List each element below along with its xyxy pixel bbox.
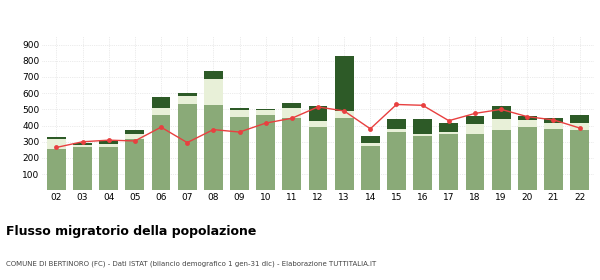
Bar: [544, 118, 563, 123]
Bar: [570, 130, 589, 190]
Bar: [413, 134, 432, 136]
Bar: [73, 145, 92, 148]
Bar: [413, 119, 432, 134]
Bar: [466, 134, 484, 190]
Bar: [308, 121, 328, 127]
Bar: [439, 132, 458, 134]
Bar: [492, 130, 511, 190]
Bar: [466, 124, 484, 134]
Bar: [47, 139, 66, 149]
Text: Flusso migratorio della popolazione: Flusso migratorio della popolazione: [6, 225, 256, 238]
Bar: [544, 123, 563, 129]
Bar: [125, 130, 144, 134]
Bar: [466, 116, 484, 124]
Bar: [335, 56, 353, 111]
Bar: [152, 97, 170, 108]
Bar: [152, 108, 170, 115]
Bar: [99, 144, 118, 147]
Bar: [204, 79, 223, 105]
Bar: [256, 109, 275, 110]
Bar: [308, 106, 328, 121]
Bar: [178, 93, 197, 96]
Bar: [125, 134, 144, 139]
Bar: [283, 103, 301, 108]
Bar: [335, 118, 353, 190]
Bar: [73, 143, 92, 145]
Bar: [361, 136, 380, 143]
Bar: [152, 115, 170, 190]
Bar: [518, 120, 537, 127]
Bar: [204, 105, 223, 190]
Bar: [125, 139, 144, 190]
Bar: [518, 116, 537, 120]
Bar: [230, 108, 249, 110]
Bar: [230, 117, 249, 190]
Bar: [492, 106, 511, 119]
Bar: [308, 127, 328, 190]
Bar: [230, 110, 249, 117]
Bar: [178, 104, 197, 190]
Bar: [73, 148, 92, 190]
Bar: [518, 127, 537, 190]
Bar: [361, 146, 380, 190]
Bar: [256, 110, 275, 115]
Bar: [47, 149, 66, 190]
Bar: [413, 136, 432, 190]
Bar: [256, 115, 275, 190]
Bar: [178, 96, 197, 104]
Bar: [544, 129, 563, 190]
Text: COMUNE DI BERTINORO (FC) - Dati ISTAT (bilancio demografico 1 gen-31 dic) - Elab: COMUNE DI BERTINORO (FC) - Dati ISTAT (b…: [6, 260, 376, 267]
Bar: [439, 123, 458, 132]
Bar: [47, 137, 66, 139]
Bar: [99, 147, 118, 190]
Bar: [387, 129, 406, 132]
Bar: [283, 108, 301, 118]
Bar: [439, 134, 458, 190]
Bar: [204, 71, 223, 79]
Bar: [283, 118, 301, 190]
Bar: [492, 119, 511, 130]
Bar: [387, 132, 406, 190]
Bar: [361, 143, 380, 146]
Bar: [99, 141, 118, 144]
Bar: [570, 115, 589, 123]
Bar: [387, 119, 406, 129]
Bar: [335, 111, 353, 118]
Bar: [570, 123, 589, 130]
